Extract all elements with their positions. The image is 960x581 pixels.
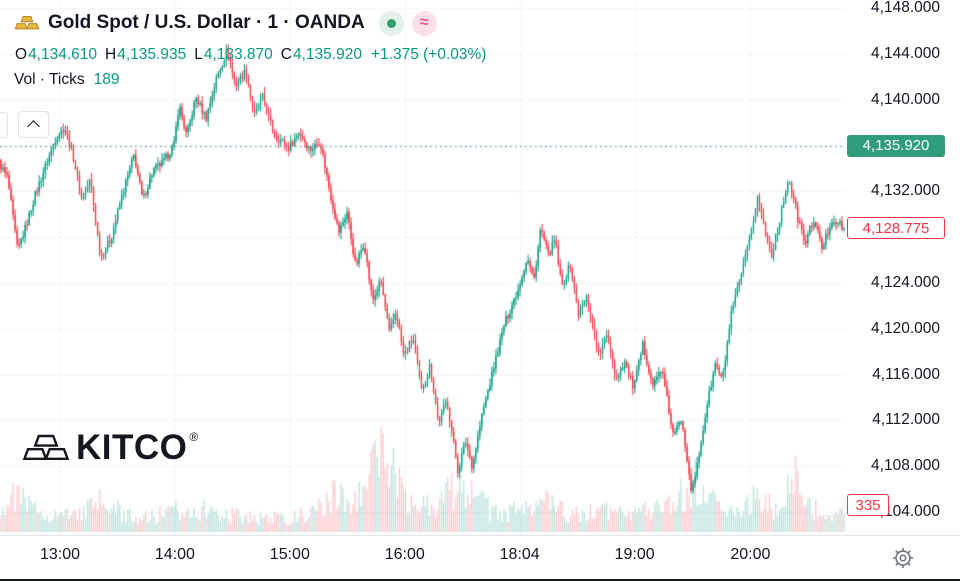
kitco-bars-icon xyxy=(22,434,70,460)
high-label: H xyxy=(105,46,117,63)
tick-count-badge: 335 xyxy=(847,494,889,516)
chart-legend: Gold Spot / U.S. Dollar · 1 · OANDA ≈ O … xyxy=(14,6,486,89)
price-axis-label: 4,116.000 xyxy=(872,365,940,383)
time-axis[interactable]: 13:00 14:00 15:00 16:00 18:04 19:00 20:00 xyxy=(0,535,960,579)
time-axis-label: 16:00 xyxy=(384,546,425,563)
price-axis[interactable]: 4,104.000 4,108.000 4,112.000 4,116.000 4,12… xyxy=(845,0,960,535)
last-price-badge: 4,128.775 xyxy=(847,217,945,240)
low-value: 4,133.870 xyxy=(203,46,273,63)
prev-close-price-badge: 4,135.920 xyxy=(847,135,945,158)
price-axis-label: 4,108.000 xyxy=(871,457,940,475)
low-label: L xyxy=(194,46,203,63)
toolbar-edge-button[interactable] xyxy=(0,112,8,138)
time-axis-label: 13:00 xyxy=(39,546,81,563)
price-axis-label: 4,148.000 xyxy=(871,0,940,17)
registered-mark: ® xyxy=(189,430,199,444)
price-axis-label: 4,140.000 xyxy=(871,90,940,108)
market-status-dot-icon xyxy=(386,18,396,28)
wave-toggle[interactable]: ≈ xyxy=(411,10,437,36)
time-axis-label: 20:00 xyxy=(730,546,771,563)
market-status-toggle[interactable] xyxy=(378,10,404,36)
change-value: +1.375 (+0.03%) xyxy=(370,46,487,63)
price-chart-canvas[interactable] xyxy=(0,0,845,535)
time-axis-label: 14:00 xyxy=(154,546,195,563)
kitco-watermark: KITCO ® xyxy=(22,428,198,468)
time-axis-label: 19:00 xyxy=(614,546,655,563)
price-axis-label: 4,144.000 xyxy=(871,44,940,62)
price-axis-label: 4,112.000 xyxy=(872,411,940,429)
close-label: C xyxy=(280,46,292,63)
open-label: O xyxy=(15,46,28,63)
ohlc-readout: O 4,134.610 H 4,135.935 L 4,133.870 C 4,… xyxy=(14,46,486,64)
price-axis-label: 4,120.000 xyxy=(871,319,940,337)
legend-collapse-button[interactable] xyxy=(18,111,49,138)
symbol-title[interactable]: Gold Spot / U.S. Dollar · 1 · OANDA xyxy=(48,12,365,33)
volume-readout: Vol · Ticks 189 xyxy=(14,71,486,89)
time-axis-label: 18:04 xyxy=(499,546,540,563)
volume-label: Vol · Ticks xyxy=(14,71,85,88)
price-axis-label: 4,132.000 xyxy=(871,182,940,200)
open-value: 4,134.610 xyxy=(28,46,98,63)
wave-icon: ≈ xyxy=(419,14,429,31)
price-axis-label: 4,124.000 xyxy=(871,273,940,291)
chevron-up-icon xyxy=(27,120,40,133)
gear-icon xyxy=(892,547,914,569)
time-axis-label: 15:00 xyxy=(269,546,310,563)
axis-settings-button[interactable] xyxy=(888,543,918,573)
gold-bars-icon xyxy=(14,10,40,36)
volume-value: 189 xyxy=(93,71,120,88)
close-value: 4,135.920 xyxy=(293,46,362,63)
kitco-logo-text: KITCO xyxy=(76,428,188,467)
high-value: 4,135.935 xyxy=(117,46,187,63)
